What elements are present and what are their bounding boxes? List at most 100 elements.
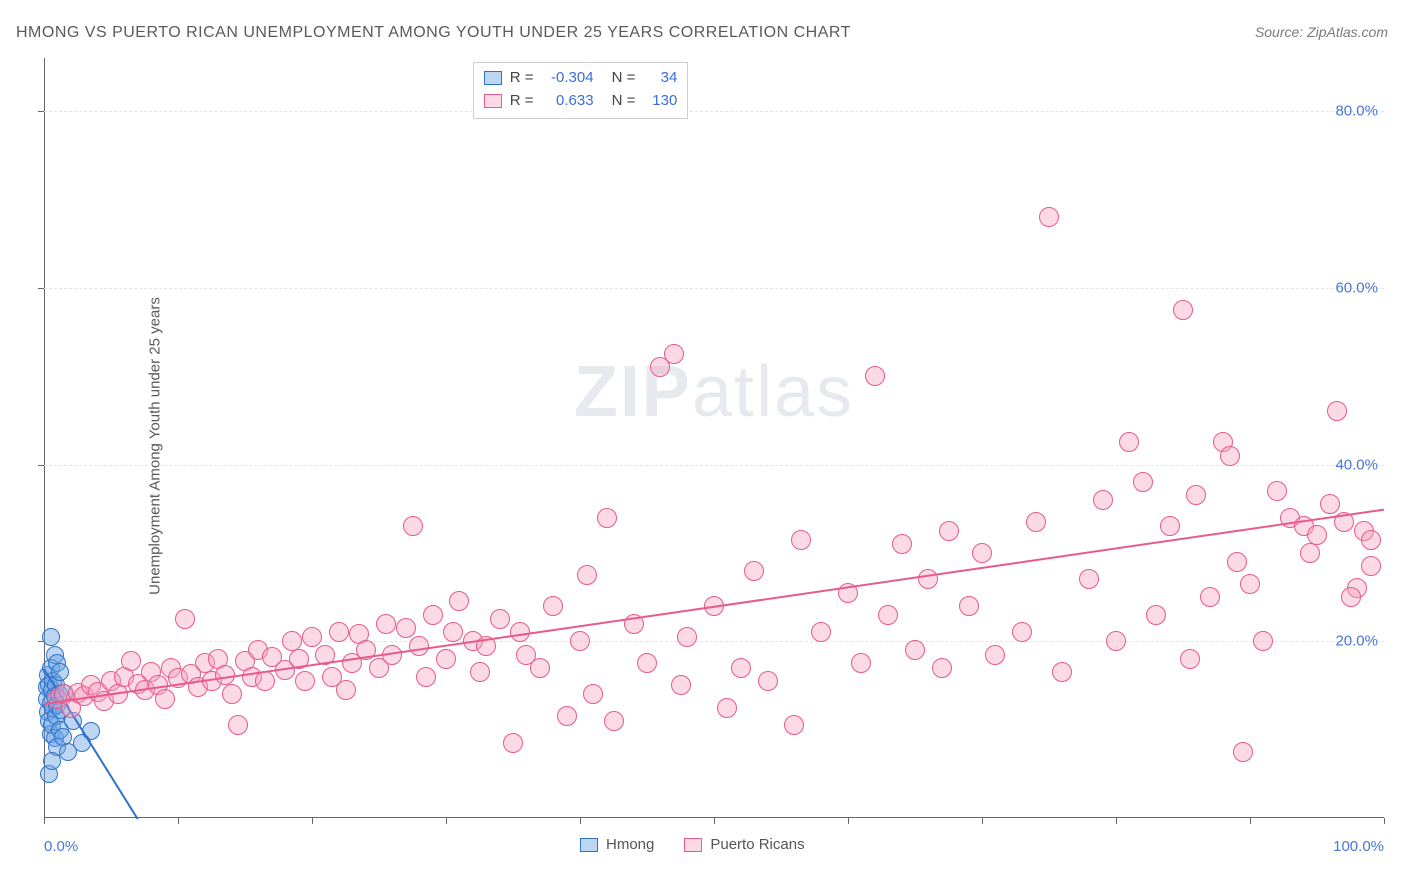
data-point (1052, 662, 1072, 682)
data-point (449, 591, 469, 611)
data-point (530, 658, 550, 678)
data-point (1233, 742, 1253, 762)
stat-r-label: R = (510, 67, 534, 90)
data-point (222, 684, 242, 704)
data-point (677, 627, 697, 647)
y-tick-label: 40.0% (1335, 456, 1378, 473)
stat-n-label: N = (612, 90, 636, 113)
data-point (1361, 530, 1381, 550)
x-tick (1384, 818, 1385, 824)
trend-line (44, 509, 1384, 705)
data-point (577, 565, 597, 585)
data-point (557, 706, 577, 726)
stat-n-value: 130 (643, 90, 677, 113)
data-point (1220, 446, 1240, 466)
data-point (604, 711, 624, 731)
chart-title: HMONG VS PUERTO RICAN UNEMPLOYMENT AMONG… (16, 24, 851, 42)
stat-r-label: R = (510, 90, 534, 113)
data-point (403, 516, 423, 536)
y-tick-label: 80.0% (1335, 103, 1378, 120)
legend-item: Hmong (580, 836, 654, 853)
stat-r-value: 0.633 (542, 90, 594, 113)
data-point (1106, 631, 1126, 651)
correlation-legend: R =-0.304N =34R =0.633N =130 (473, 62, 689, 119)
legend-stats-row: R = 0.633 N = 130 (484, 90, 678, 113)
data-point (1012, 622, 1032, 642)
x-tick (1250, 818, 1251, 824)
data-point (865, 366, 885, 386)
data-point (1307, 525, 1327, 545)
source-label: Source: ZipAtlas.com (1255, 24, 1388, 40)
data-point (1160, 516, 1180, 536)
data-point (1327, 401, 1347, 421)
data-point (490, 609, 510, 629)
data-point (503, 733, 523, 753)
data-point (905, 640, 925, 660)
data-point (811, 622, 831, 642)
data-point (1146, 605, 1166, 625)
gridline (44, 111, 1384, 112)
y-tick (38, 288, 44, 289)
y-tick-label: 60.0% (1335, 279, 1378, 296)
legend-swatch (684, 838, 702, 852)
data-point (1341, 587, 1361, 607)
gridline (44, 465, 1384, 466)
data-point (1320, 494, 1340, 514)
gridline (44, 288, 1384, 289)
data-point (1361, 556, 1381, 576)
data-point (731, 658, 751, 678)
data-point (570, 631, 590, 651)
data-point (416, 667, 436, 687)
stat-n-label: N = (612, 67, 636, 90)
watermark: ZIPatlas (574, 351, 854, 433)
watermark-light: atlas (692, 352, 854, 432)
data-point (959, 596, 979, 616)
data-point (155, 689, 175, 709)
legend-item: Puerto Ricans (684, 836, 804, 853)
x-tick (714, 818, 715, 824)
watermark-bold: ZIP (574, 352, 692, 432)
gridline (44, 641, 1384, 642)
data-point (1227, 552, 1247, 572)
data-point (1180, 649, 1200, 669)
data-point (1186, 485, 1206, 505)
data-point (918, 569, 938, 589)
data-point (543, 596, 563, 616)
data-point (1267, 481, 1287, 501)
data-point (597, 508, 617, 528)
data-point (744, 561, 764, 581)
data-point (939, 521, 959, 541)
x-tick (1116, 818, 1117, 824)
data-point (1026, 512, 1046, 532)
data-point (784, 715, 804, 735)
data-point (932, 658, 952, 678)
data-point (1119, 432, 1139, 452)
legend-label: Hmong (606, 836, 654, 853)
data-point (228, 715, 248, 735)
data-point (470, 662, 490, 682)
x-tick (982, 818, 983, 824)
x-tick (848, 818, 849, 824)
x-axis-min-label: 0.0% (44, 838, 78, 855)
data-point (396, 618, 416, 638)
data-point (1240, 574, 1260, 594)
data-point (1079, 569, 1099, 589)
data-point (985, 645, 1005, 665)
data-point (436, 649, 456, 669)
data-point (851, 653, 871, 673)
plot-area: ZIPatlas 20.0%40.0%60.0%80.0% (44, 58, 1384, 818)
data-point (1039, 207, 1059, 227)
x-axis-max-label: 100.0% (1333, 838, 1384, 855)
data-point (671, 675, 691, 695)
x-tick (178, 818, 179, 824)
data-point (1200, 587, 1220, 607)
data-point (637, 653, 657, 673)
stat-r-value: -0.304 (542, 67, 594, 90)
legend-swatch (580, 838, 598, 852)
data-point (175, 609, 195, 629)
data-point (1253, 631, 1273, 651)
data-point (295, 671, 315, 691)
data-point (583, 684, 603, 704)
data-point (51, 663, 69, 681)
data-point (1300, 543, 1320, 563)
